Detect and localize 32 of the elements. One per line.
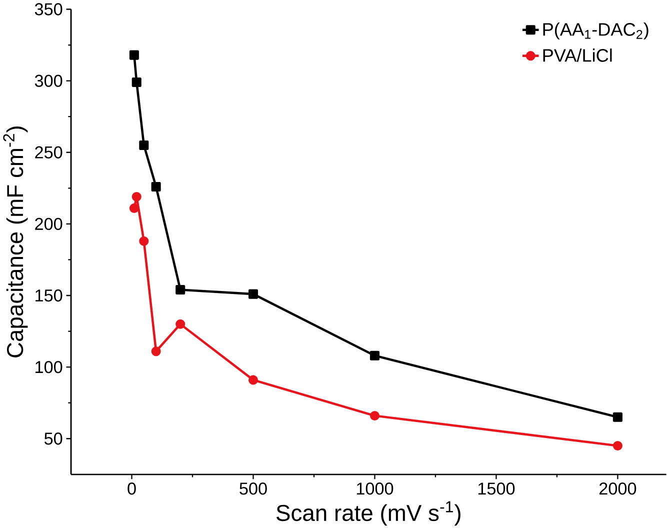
y-tick-label: 250 — [35, 146, 62, 159]
y-axis-title: Capacitance (mF cm$^{-2}$) — [3, 126, 28, 358]
point — [139, 236, 149, 246]
y-tick-label: 150 — [36, 290, 62, 302]
point — [151, 346, 161, 356]
x-tick-label: 0 — [128, 482, 136, 495]
point — [248, 289, 258, 299]
point — [132, 78, 142, 88]
x-tick-label: 1500 — [478, 482, 515, 495]
point — [139, 140, 149, 150]
point — [132, 192, 142, 202]
point — [370, 350, 380, 360]
y-tick-label: 300 — [34, 74, 62, 87]
point — [176, 319, 186, 329]
point — [176, 285, 186, 295]
legend-label: P(AA$_{1}$-DAC$_{2}$) — [543, 22, 648, 40]
point — [151, 182, 161, 192]
point — [612, 412, 622, 422]
y-tick-label: 50 — [44, 432, 62, 445]
point — [129, 204, 139, 214]
x-tick-label: 1000 — [356, 482, 394, 495]
x-tick-label: 2000 — [599, 482, 636, 495]
point — [612, 441, 622, 451]
legend-label: PVA/LiCl — [543, 48, 612, 62]
y-tick-label: 100 — [36, 361, 62, 374]
x-tick-label: 500 — [240, 482, 267, 495]
y-tick-label: 200 — [35, 218, 62, 230]
point — [370, 411, 380, 421]
point — [248, 375, 258, 385]
x-axis-title: Scan rate (mV s$^{-1}$) — [276, 501, 460, 526]
point — [129, 50, 139, 60]
y-tick-label: 350 — [34, 3, 62, 16]
